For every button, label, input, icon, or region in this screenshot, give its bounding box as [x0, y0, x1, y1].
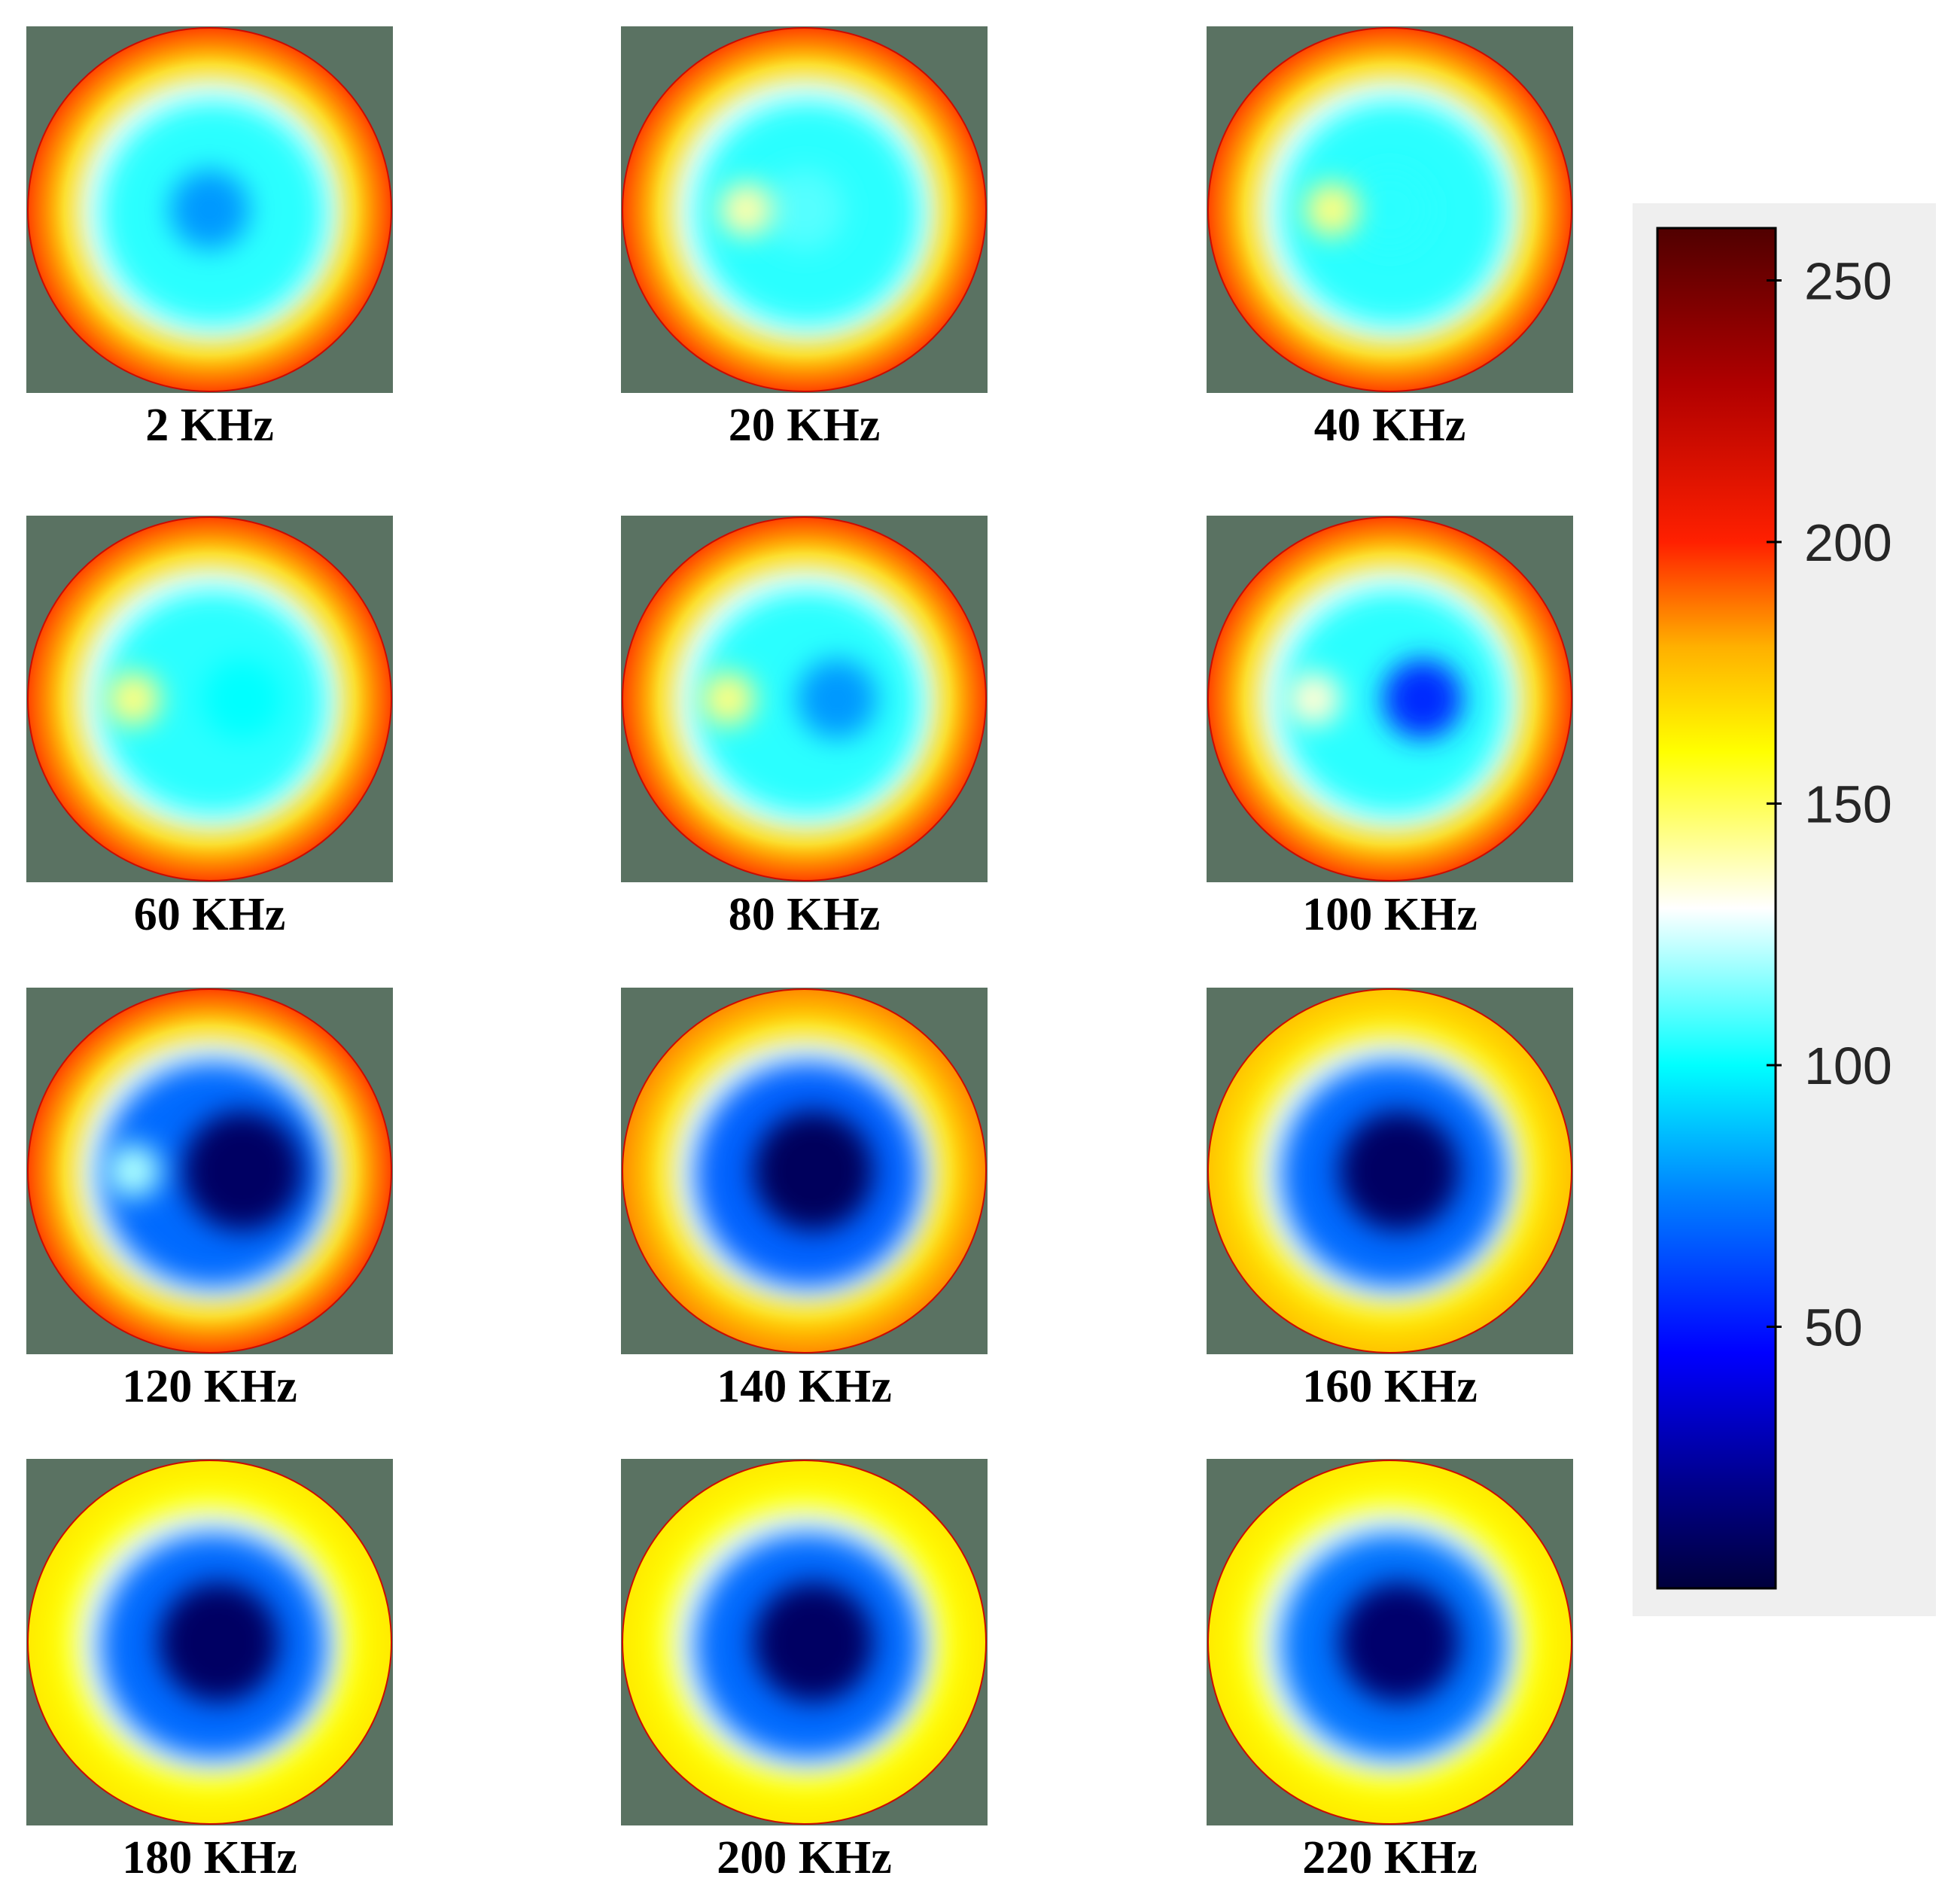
- center-region: [158, 1582, 279, 1703]
- lobe-region: [700, 671, 756, 726]
- disc-edge: [622, 1460, 987, 1825]
- center-region: [182, 1110, 303, 1232]
- panel: 140 KHz: [621, 988, 988, 1412]
- panel: 20 KHz: [621, 26, 988, 451]
- colorbar-gradient: [1656, 227, 1777, 1590]
- panel: 180 KHz: [26, 1459, 393, 1883]
- panel: 80 KHz: [621, 516, 988, 940]
- panel-caption: 100 KHz: [1302, 889, 1477, 940]
- panel: 40 KHz: [1207, 26, 1573, 451]
- panel-caption: 2 KHz: [145, 400, 273, 451]
- colorbar-tick-label: 250: [1804, 252, 1892, 311]
- lobe-region: [1304, 182, 1359, 237]
- center-region: [753, 1582, 874, 1703]
- panel: 200 KHz: [621, 1459, 988, 1883]
- colorbar-tick-label: 200: [1804, 513, 1892, 572]
- panel: 220 KHz: [1207, 1459, 1573, 1883]
- center-region: [169, 169, 250, 250]
- center-region: [753, 1110, 874, 1232]
- disc-edge: [1207, 1460, 1572, 1825]
- disc-edge: [1207, 988, 1572, 1353]
- colorbar: 250 200 150 100 50: [1633, 203, 1936, 1616]
- disc-edge: [622, 27, 987, 392]
- disc-edge: [1207, 516, 1572, 881]
- panel: 120 KHz: [26, 988, 393, 1412]
- panel-caption: 160 KHz: [1302, 1361, 1477, 1412]
- disc-edge: [1207, 27, 1572, 392]
- disc-edge: [622, 516, 987, 881]
- panel-caption: 120 KHz: [122, 1361, 297, 1412]
- panel-caption: 200 KHz: [717, 1832, 891, 1883]
- center-region: [1338, 1110, 1459, 1232]
- lobe-region: [1286, 671, 1341, 726]
- lobe-region: [105, 671, 161, 726]
- panel: 100 KHz: [1207, 516, 1573, 940]
- panel-caption: 20 KHz: [729, 400, 880, 451]
- disc-edge: [27, 1460, 392, 1825]
- panel-caption: 60 KHz: [134, 889, 285, 940]
- panel-caption: 80 KHz: [729, 889, 880, 940]
- panel-caption: 140 KHz: [717, 1361, 891, 1412]
- panel-caption: 220 KHz: [1302, 1832, 1477, 1883]
- colorbar-tick-label: 150: [1804, 775, 1892, 834]
- disc-edge: [27, 988, 392, 1353]
- panel: 2 KHz: [26, 26, 393, 451]
- center-region: [202, 659, 283, 739]
- center-region: [1350, 169, 1430, 250]
- center-region: [796, 659, 878, 739]
- center-region: [1382, 659, 1463, 739]
- lobe-region: [105, 1143, 161, 1198]
- disc-edge: [622, 988, 987, 1353]
- panel: 60 KHz: [26, 516, 393, 940]
- panel: 160 KHz: [1207, 988, 1573, 1412]
- colorbar-tick-label: 100: [1804, 1037, 1892, 1095]
- panel-caption: 180 KHz: [122, 1832, 297, 1883]
- center-region: [764, 169, 845, 250]
- image-panels: 2 KHz 20 KHz 40 KHz 60 KHz 80 KHz 100 KHz 120 …: [26, 26, 1573, 1883]
- panel-caption: 40 KHz: [1314, 400, 1465, 451]
- colorbar-tick-label: 50: [1804, 1299, 1863, 1357]
- lobe-region: [718, 182, 774, 237]
- center-region: [1338, 1582, 1459, 1703]
- disc-edge: [27, 516, 392, 881]
- disc-edge: [27, 27, 392, 392]
